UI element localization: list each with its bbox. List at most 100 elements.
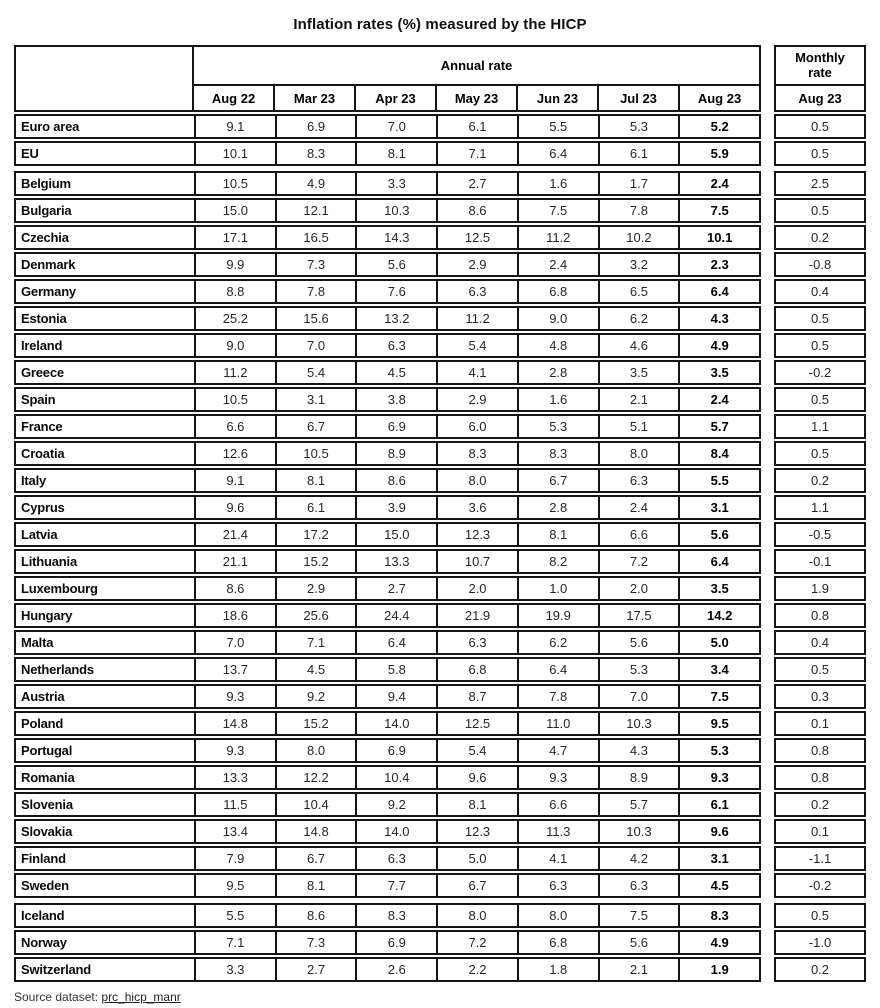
annual-value-cell: 6.1	[274, 497, 356, 518]
monthly-value-cell: 0.2	[774, 792, 866, 817]
annual-value-cell: 14.8	[194, 713, 275, 734]
annual-value-cell: 2.4	[678, 389, 759, 410]
annual-value-cell: 2.0	[597, 578, 679, 599]
annual-value-cell: 5.3	[597, 659, 679, 680]
monthly-value-cell: -1.0	[774, 930, 866, 955]
annual-column-header: Jul 23	[597, 86, 678, 110]
annual-value-cell: 2.6	[355, 959, 436, 980]
annual-value-cell: 10.5	[194, 389, 275, 410]
annual-value-cell: 7.1	[274, 632, 356, 653]
annual-value-cell: 6.1	[436, 116, 517, 137]
annual-value-cell: 5.1	[597, 416, 679, 437]
country-label: Malta	[21, 635, 54, 650]
country-label: Bulgaria	[21, 203, 72, 218]
annual-value-cell: 1.8	[516, 959, 598, 980]
annual-value-cell: 6.4	[678, 281, 759, 302]
country-label: Netherlands	[21, 662, 94, 677]
annual-value-cell: 8.0	[597, 443, 679, 464]
annual-value-cell: 1.6	[516, 173, 598, 194]
annual-value-cell: 6.4	[678, 551, 759, 572]
monthly-value-cell: 0.5	[774, 114, 866, 139]
annual-value-cell: 8.8	[194, 281, 275, 302]
annual-value-cell: 7.3	[274, 254, 356, 275]
annual-column-header: Jun 23	[516, 86, 597, 110]
annual-value-cell: 9.0	[516, 308, 598, 329]
annual-value-cell: 3.5	[597, 362, 679, 383]
annual-value-cell: 9.2	[274, 686, 356, 707]
table-row: Slovenia 11.5 10.4 9.2 8.1 6.6 5.7 6.1	[14, 792, 761, 817]
annual-value-cell: 12.3	[436, 821, 517, 842]
annual-header-group: Annual rate Aug 22 Mar 23 Apr 23 May 23 Jun …	[194, 47, 759, 110]
annual-value-cell: 2.7	[274, 959, 356, 980]
monthly-value-cell: 0.4	[774, 279, 866, 304]
annual-value-cell: 6.6	[516, 794, 598, 815]
table-row: Spain 10.5 3.1 3.8 2.9 1.6 2.1 2.4	[14, 387, 761, 412]
annual-value-cell: 2.8	[516, 362, 598, 383]
table-row: Ireland 9.0 7.0 6.3 5.4 4.8 4.6 4.9	[14, 333, 761, 358]
annual-value-cell: 3.1	[678, 497, 759, 518]
annual-value-cell: 8.2	[516, 551, 598, 572]
annual-value-cell: 4.9	[274, 173, 356, 194]
monthly-value-cell: 0.5	[774, 387, 866, 412]
source-dataset-link[interactable]: prc_hicp_manr	[101, 990, 181, 1004]
annual-value-cell: 2.7	[355, 578, 436, 599]
annual-value-cell: 5.7	[678, 416, 759, 437]
country-label: Ireland	[21, 338, 63, 353]
annual-value-cell: 13.2	[355, 308, 436, 329]
annual-value-cell: 5.9	[678, 143, 759, 164]
annual-value-cell: 6.2	[516, 632, 598, 653]
monthly-value-cell: 0.2	[774, 468, 866, 493]
monthly-table-header: Monthly rate Aug 23	[774, 45, 866, 112]
country-label: Greece	[21, 365, 64, 380]
annual-value-cell: 6.7	[516, 470, 598, 491]
country-label: Austria	[21, 689, 65, 704]
table-row: Lithuania 21.1 15.2 13.3 10.7 8.2 7.2 6.4	[14, 549, 761, 574]
annual-value-cell: 13.3	[355, 551, 436, 572]
country-label: Romania	[21, 770, 75, 785]
annual-value-cell: 14.0	[355, 713, 436, 734]
annual-value-cell: 9.5	[194, 875, 275, 896]
country-label: Italy	[21, 473, 47, 488]
table-row: Iceland 5.5 8.6 8.3 8.0 8.0 7.5 8.3	[14, 903, 761, 928]
annual-value-cell: 5.6	[597, 632, 679, 653]
annual-value-cell: 2.9	[436, 389, 517, 410]
annual-value-cell: 11.5	[194, 794, 275, 815]
annual-value-cell: 6.3	[436, 632, 517, 653]
annual-value-cell: 2.0	[436, 578, 517, 599]
table-row: Italy 9.1 8.1 8.6 8.0 6.7 6.3 5.5	[14, 468, 761, 493]
annual-value-cell: 19.9	[516, 605, 598, 626]
annual-value-cell: 10.3	[597, 713, 679, 734]
annual-value-cell: 21.9	[436, 605, 517, 626]
monthly-value-cell: 0.5	[774, 903, 866, 928]
annual-value-cell: 10.2	[597, 227, 679, 248]
annual-value-cell: 3.5	[678, 362, 759, 383]
monthly-table-body: 0.5 0.5 2.5 0.5 0.2 -0.8 0.4 0.5 0.5 -0.2 0.5 1.1 0.…	[774, 114, 866, 982]
annual-value-cell: 4.1	[516, 848, 598, 869]
table-row: Portugal 9.3 8.0 6.9 5.4 4.7 4.3 5.3	[14, 738, 761, 763]
annual-value-cell: 9.4	[355, 686, 436, 707]
table-row: Croatia 12.6 10.5 8.9 8.3 8.3 8.0 8.4	[14, 441, 761, 466]
annual-value-cell: 7.3	[274, 932, 356, 953]
annual-value-cell: 8.4	[678, 443, 759, 464]
monthly-value-cell: 1.1	[774, 414, 866, 439]
table-row: EU 10.1 8.3 8.1 7.1 6.4 6.1 5.9	[14, 141, 761, 166]
annual-value-cell: 5.6	[678, 524, 759, 545]
annual-column-header: Mar 23	[273, 86, 354, 110]
annual-value-cell: 4.7	[516, 740, 598, 761]
monthly-value-cell: 0.5	[774, 333, 866, 358]
annual-value-cell: 1.7	[597, 173, 679, 194]
monthly-value-cell: 0.8	[774, 603, 866, 628]
annual-value-cell: 7.7	[355, 875, 436, 896]
annual-value-cell: 5.4	[274, 362, 356, 383]
country-header-cell	[16, 47, 194, 110]
monthly-value-cell: -0.1	[774, 549, 866, 574]
annual-value-cell: 6.2	[597, 308, 679, 329]
annual-value-cell: 2.3	[678, 254, 759, 275]
monthly-value-cell: -0.2	[774, 873, 866, 898]
annual-value-cell: 5.6	[597, 932, 679, 953]
annual-value-cell: 3.4	[678, 659, 759, 680]
annual-value-cell: 2.1	[597, 959, 679, 980]
annual-value-cell: 3.5	[678, 578, 759, 599]
monthly-value-cell: 0.1	[774, 711, 866, 736]
annual-value-cell: 7.2	[597, 551, 679, 572]
